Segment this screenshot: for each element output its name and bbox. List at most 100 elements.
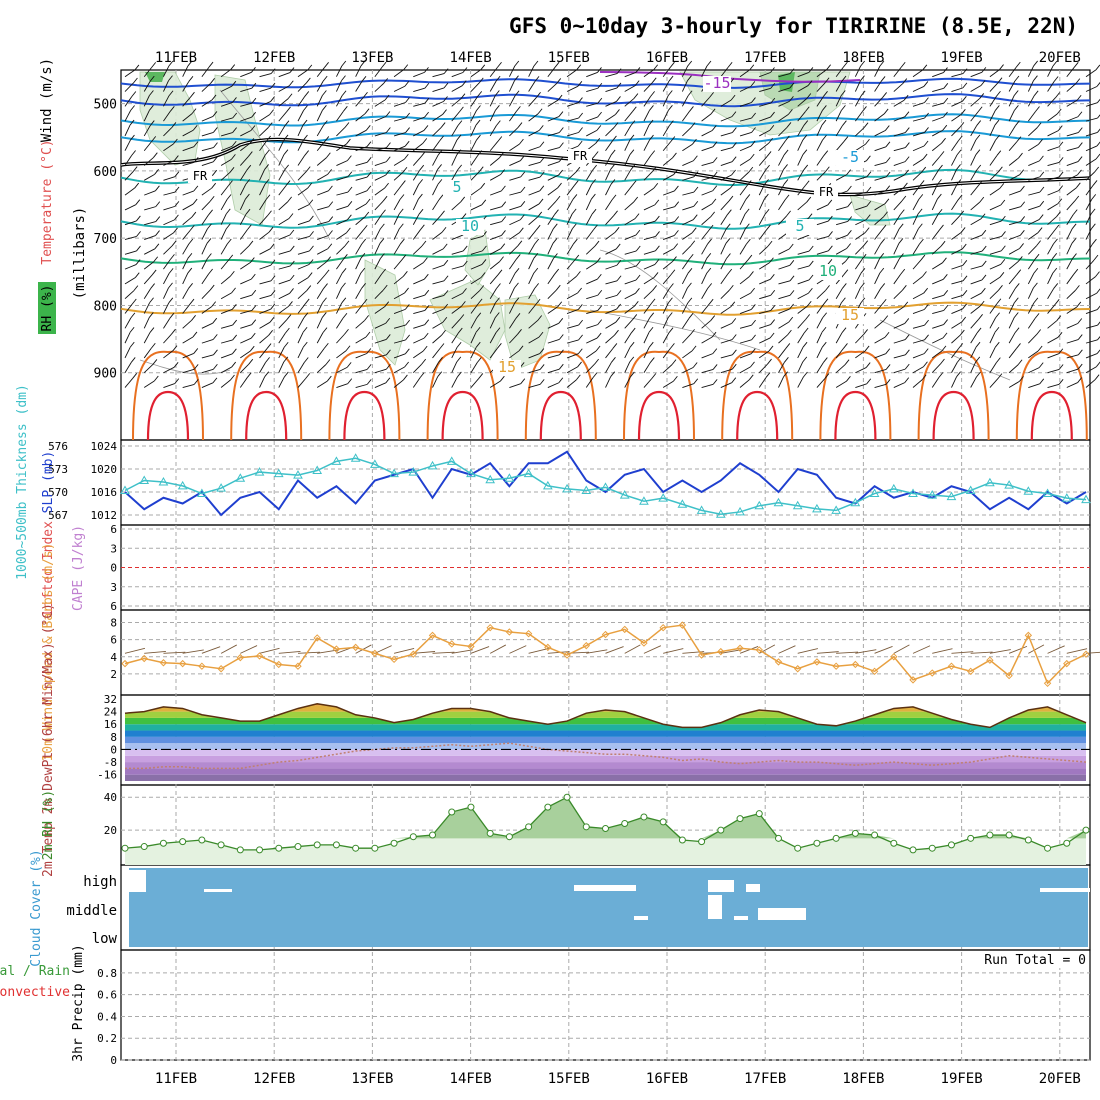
wind-barb-flag [846,243,851,249]
temp-contour-diurnal [819,350,892,441]
rh2m-point [256,846,264,854]
temp-contour-diurnal-hot [245,390,288,441]
wind-barb-flag [209,284,215,291]
wind-barb [624,265,637,270]
wind-barb-flag [885,364,891,370]
wind-barb [682,191,695,196]
wind-barb-flag [614,227,620,233]
wind-barb-flag [475,119,481,126]
wind-barb [585,169,594,181]
wind-barb-flag [808,287,813,294]
wind-barb [605,127,615,137]
wind-barb [278,265,291,270]
wind-barb [278,234,291,240]
wind-barb [182,258,189,270]
wind-barb [643,124,650,137]
wind-barb [681,95,689,107]
wind-barb [163,302,170,314]
wind-barb [393,339,406,344]
thickness-point [139,475,150,484]
wind-barb [759,309,771,314]
wind-barb-flag [268,330,273,336]
wind-barb-flag [981,229,987,236]
wind-barb-flag [575,374,581,381]
wind-barb [1027,318,1036,329]
wind-barb-flag [978,314,983,320]
wind-barb-flag [635,67,641,73]
wind-barb [413,324,425,329]
rh2m-point [774,834,782,842]
wind-barb [220,339,233,344]
wind-barb [259,127,269,137]
wind-barb-flag [825,285,830,291]
wind-barb-flag [730,182,735,189]
wind-barb-flag [670,61,675,68]
wind-barb-flag [515,254,521,260]
wind-barb-flag [327,169,332,175]
wind-barb [989,96,997,107]
wind-barb [1027,258,1036,270]
wind-barb [797,376,804,388]
wind-barb-flag [326,256,331,262]
wind-barb [509,232,520,240]
wind-barb [951,376,957,388]
rh2m-point [928,844,936,852]
wind-barb-flag [707,283,713,289]
wind-barb-flag [516,106,521,112]
wind-barb-flag [789,260,795,266]
wind-barb [278,250,291,255]
pressure-tick: 600 [94,165,117,180]
wind-barb-flag [881,224,887,231]
wind-barb [220,69,231,78]
wind10m-barb [1047,645,1065,654]
wind-barb-flag [405,334,410,341]
wind-barb [1085,259,1095,270]
wind-barb-flag [804,180,810,187]
wind-barb [163,111,171,122]
wind-barb [412,169,421,181]
wind-barb [643,171,653,181]
wind-barb [451,154,458,166]
wind-barb [643,303,652,314]
wind-barb-flag [250,332,256,339]
wind-barb [797,250,810,255]
wind-barb [854,65,862,77]
wind-barb [509,350,520,359]
wind-barb [643,110,650,122]
wind-barb [624,139,631,151]
wind-barb [355,368,368,374]
wind-barb [432,215,441,226]
wind-barb-flag [750,348,756,354]
wind-barb-flag [309,231,314,237]
wind-barb-flag [826,64,831,70]
cloud-gap [708,895,722,919]
wind-barb-flag [767,240,773,247]
wind-barb-flag [578,334,583,341]
wind-barb [259,114,270,122]
wind-barb-flag [266,343,272,349]
wind-barb-flag [323,342,329,349]
wind-barb-flag [769,124,775,131]
wind-barb-flag [980,80,986,86]
wind-barb [1085,243,1093,255]
wind-barb-flag [783,179,789,185]
wind-barb-flag [251,82,257,89]
wind-barb [547,66,556,77]
wind-barb-flag [442,243,448,250]
wind-barb [1047,369,1060,374]
wind-barb [720,174,732,181]
wind-barb-flag [1095,64,1100,71]
rh2m-point [621,820,629,828]
date-label-top: 19FEB [941,50,983,66]
wind-barb-flag [213,349,218,356]
wind-barb-flag [136,231,141,237]
wind-barb-flag [187,60,193,67]
wind-barb [278,125,286,137]
wind-barb [509,111,517,122]
wind-barb-flag [151,269,157,276]
wind-barb-flag [843,269,849,275]
wind-barb [662,80,670,92]
wind-barb [509,318,517,329]
wind-barb-flag [307,272,313,278]
